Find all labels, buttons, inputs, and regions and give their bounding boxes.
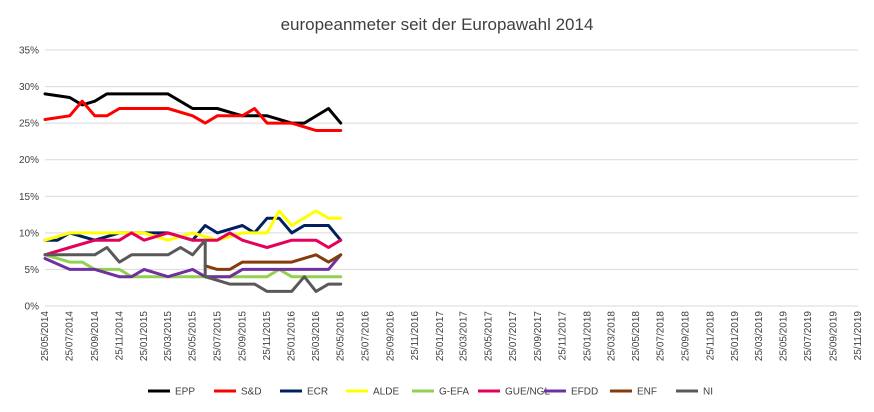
x-tick-label: 25/01/2015 <box>139 311 150 361</box>
series-line-gue-ngl <box>43 231 343 257</box>
x-tick-label: 25/09/2019 <box>828 311 839 361</box>
x-tick-label: 25/03/2016 <box>311 311 322 361</box>
gridlines <box>45 49 858 307</box>
legend-label-g-efa: G-EFA <box>439 387 469 398</box>
x-tick-label: 25/01/2016 <box>287 311 298 361</box>
x-tick-label: 25/11/2015 <box>262 311 273 361</box>
series-line-efdd <box>43 253 343 279</box>
x-tick-label: 25/07/2017 <box>508 311 519 361</box>
x-tick-label: 25/07/2015 <box>212 311 223 361</box>
x-tick-label: 25/05/2018 <box>631 311 642 361</box>
x-tick-label: 25/01/2018 <box>582 311 593 361</box>
legend: EPP S&D ECR ALDE G-EFA GUE/NGL EFDD ENF NI <box>148 387 713 398</box>
y-tick-label: 35% <box>19 46 39 57</box>
series-line-ni <box>43 238 343 293</box>
x-tick-label: 25/11/2018 <box>705 311 716 361</box>
legend-label-ni: NI <box>703 387 713 398</box>
y-axis-ticks: 0% 5% 10% 15% 20% 25% 30% 35% <box>19 46 39 313</box>
chart-title: europeanmeter seit der Europawahl 2014 <box>281 15 594 34</box>
x-axis-ticks: 25/05/2014 25/07/2014 25/09/2014 25/11/2014… <box>40 311 864 361</box>
x-tick-label: 25/03/2015 <box>163 311 174 361</box>
x-tick-label: 25/09/2015 <box>237 311 248 361</box>
y-tick-label: 15% <box>19 192 39 203</box>
x-tick-label: 25/01/2017 <box>435 311 446 361</box>
legend-label-s-d: S&D <box>241 387 262 398</box>
x-tick-label: 25/03/2017 <box>459 311 470 361</box>
x-tick-label: 25/03/2019 <box>754 311 765 361</box>
legend-label-efdd: EFDD <box>571 387 598 398</box>
y-tick-label: 20% <box>19 155 39 166</box>
y-tick-label: 10% <box>19 228 39 239</box>
x-tick-label: 25/09/2018 <box>681 311 692 361</box>
x-tick-label: 25/05/2016 <box>336 311 347 361</box>
y-tick-label: 5% <box>25 265 40 276</box>
y-tick-label: 25% <box>19 119 39 130</box>
x-tick-label: 25/07/2018 <box>656 311 667 361</box>
x-tick-label: 25/11/2019 <box>853 311 864 361</box>
series-line-enf <box>203 253 343 271</box>
x-tick-label: 25/07/2019 <box>803 311 814 361</box>
x-tick-label: 25/11/2014 <box>114 311 125 361</box>
series-line-g-efa <box>43 253 343 279</box>
x-tick-label: 25/07/2016 <box>360 311 371 361</box>
x-tick-label: 25/03/2018 <box>606 311 617 361</box>
x-tick-label: 25/09/2017 <box>533 311 544 361</box>
series-lines <box>43 92 343 293</box>
legend-label-epp: EPP <box>175 387 195 398</box>
x-tick-label: 25/09/2016 <box>385 311 396 361</box>
x-tick-label: 25/05/2015 <box>188 311 199 361</box>
x-tick-label: 25/05/2014 <box>40 311 51 361</box>
y-tick-label: 0% <box>25 302 40 313</box>
x-tick-label: 25/01/2019 <box>730 311 741 361</box>
series-line-s-d <box>43 99 343 132</box>
series-line-alde <box>43 209 343 242</box>
x-tick-label: 25/11/2016 <box>410 311 421 361</box>
legend-label-gue-ngl: GUE/NGL <box>505 387 550 398</box>
x-tick-label: 25/09/2014 <box>90 311 101 361</box>
series-line-ecr <box>43 216 343 242</box>
legend-label-ecr: ECR <box>307 387 328 398</box>
x-tick-label: 25/05/2019 <box>779 311 790 361</box>
x-tick-label: 25/11/2017 <box>558 311 569 361</box>
y-tick-label: 30% <box>19 82 39 93</box>
legend-label-alde: ALDE <box>373 387 399 398</box>
legend-label-enf: ENF <box>637 387 657 398</box>
x-tick-label: 25/05/2017 <box>483 311 494 361</box>
x-tick-label: 25/07/2014 <box>65 311 76 361</box>
